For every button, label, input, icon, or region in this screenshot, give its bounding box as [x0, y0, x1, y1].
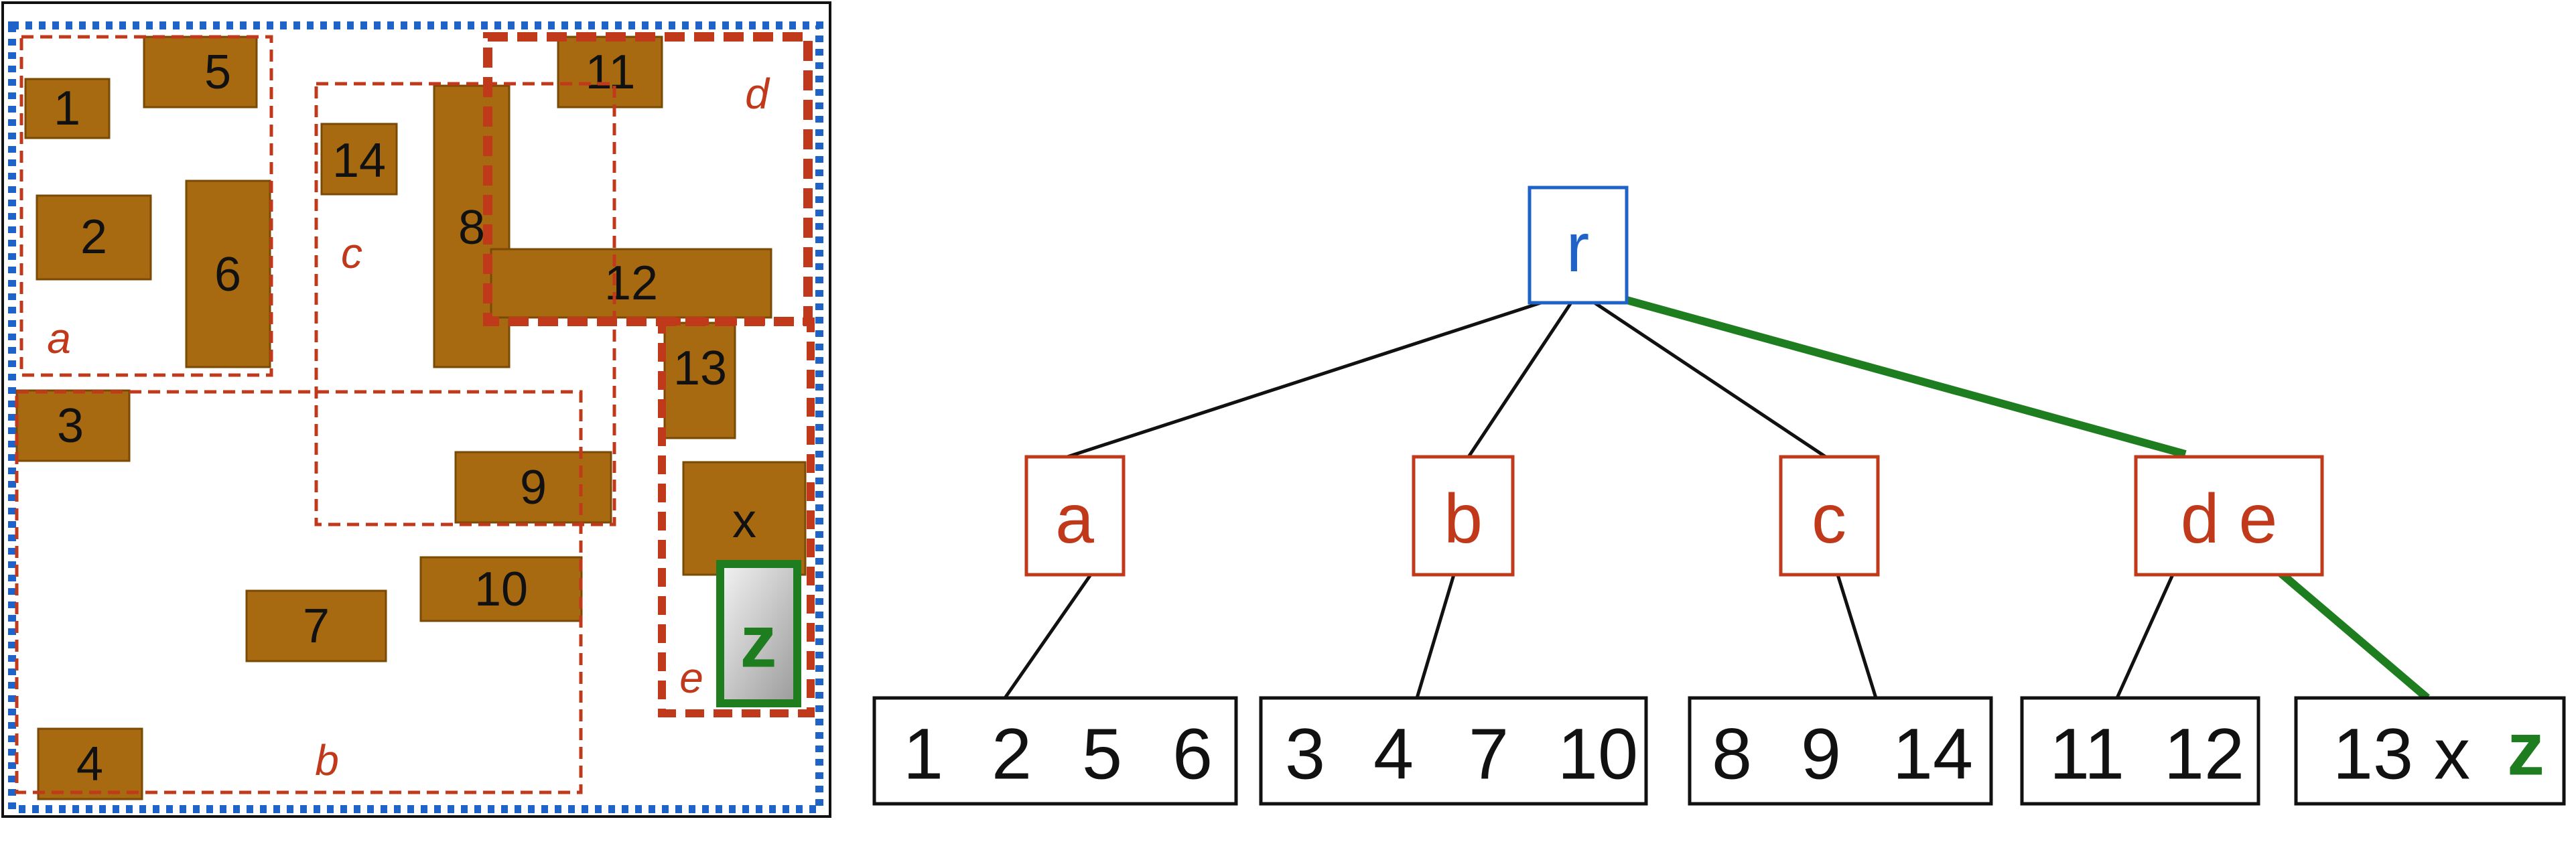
leaf-e: 13 x z	[2294, 696, 2566, 806]
node-a: a	[1024, 455, 1126, 577]
region-label-c: c	[341, 229, 362, 277]
leaf-item: 8	[1712, 713, 1752, 794]
leaf-item: 11	[2049, 713, 2124, 794]
leaf-highlight-z: z	[2507, 707, 2545, 791]
root-mbr	[8, 21, 823, 813]
rect-3: 3	[15, 389, 131, 462]
leaf-item: 5	[1082, 713, 1122, 794]
rect-2: 2	[36, 194, 152, 281]
rect-label: 9	[520, 461, 547, 514]
rect-label: 12	[604, 257, 658, 310]
region-label-a: a	[47, 314, 71, 362]
leaf-item: 13	[2333, 713, 2413, 794]
edge-r-a	[1067, 301, 1542, 459]
rect-label: 8	[458, 201, 485, 255]
rect-label: 5	[204, 46, 231, 99]
leaf-item: 10	[1558, 713, 1638, 794]
rect-14: 14	[320, 123, 398, 196]
region-d	[483, 32, 813, 326]
edge-r-c	[1593, 301, 1827, 459]
root-node: r	[1528, 186, 1629, 305]
rect-label: 2	[80, 210, 107, 264]
node-c-label: c	[1812, 480, 1846, 558]
region-e	[658, 317, 815, 717]
leaf-item: 7	[1469, 713, 1509, 794]
leaf-b: 3 4 7 10	[1259, 696, 1648, 806]
node-de-label: d e	[2181, 480, 2278, 558]
leaf-a: 1 2 5 6	[872, 696, 1238, 806]
leaf-item: 14	[1893, 713, 1973, 794]
rect-label: x	[732, 494, 756, 548]
rect-10: 10	[419, 556, 583, 622]
edge-de-leaf-d	[2115, 573, 2175, 699]
regions: a c b d e	[15, 32, 815, 794]
leaf-item: 12	[2164, 713, 2244, 794]
region-label-d: d	[745, 70, 770, 118]
edge-c-leaf	[1836, 574, 1878, 699]
leaf-nodes: 1 2 5 6 3 4 7 10 8 9 14 11 12	[872, 696, 2566, 806]
rect-x: x	[682, 461, 807, 576]
edge-r-b	[1467, 301, 1573, 458]
rect-label: 4	[76, 737, 103, 791]
rect-label: 13	[673, 342, 727, 395]
edge-r-de	[1625, 296, 2187, 458]
tree-panel: r a b c d e 1	[872, 186, 2566, 806]
tree-edges	[1003, 296, 2430, 701]
leaf-item: 9	[1801, 713, 1841, 794]
rect-label: 11	[586, 46, 636, 99]
leaf-d: 11 12	[2020, 696, 2260, 806]
leaf-item: 3	[1285, 713, 1325, 794]
rect-4: 4	[37, 727, 143, 800]
rect-5: 5	[143, 36, 258, 109]
node-b: b	[1412, 455, 1515, 577]
rect-6: 6	[185, 180, 271, 368]
rect-9: 9	[454, 451, 612, 524]
rect-label: 6	[214, 248, 241, 301]
rect-label: 3	[57, 399, 84, 453]
rect-label: 14	[332, 134, 386, 188]
leaf-item: 4	[1373, 713, 1414, 794]
leaf-c: 8 9 14	[1688, 696, 1993, 806]
rect-12: 12	[490, 248, 772, 319]
region-b	[15, 390, 583, 794]
region-a	[19, 35, 273, 377]
internal-nodes: a b c d e	[1024, 455, 2324, 577]
new-item-label: z	[740, 601, 777, 683]
node-de: d e	[2134, 455, 2324, 577]
region-c	[314, 82, 616, 526]
edge-b-leaf	[1415, 574, 1456, 699]
rect-7: 7	[245, 589, 387, 662]
edge-de-leaf-e	[2275, 567, 2430, 701]
leaf-item: 2	[992, 713, 1032, 794]
rect-1: 1	[24, 78, 111, 139]
region-label-e: e	[679, 654, 703, 702]
spatial-panel: 1 5 2 6 14 8 1	[1, 1, 831, 818]
rect-label: 10	[474, 563, 528, 616]
node-c: c	[1779, 455, 1880, 577]
leaf-item: 1	[903, 713, 943, 794]
new-item-z: z	[716, 560, 801, 707]
node-b-label: b	[1444, 480, 1483, 558]
rect-label: 7	[303, 599, 330, 653]
rect-11: 11	[557, 36, 663, 109]
region-label-b: b	[315, 736, 339, 784]
leaf-item: 6	[1172, 713, 1213, 794]
edge-a-leaf	[1003, 573, 1093, 699]
rect-13: 13	[663, 322, 736, 439]
node-a-label: a	[1055, 480, 1094, 558]
rect-label: 1	[54, 82, 80, 135]
leaf-item: x	[2434, 713, 2470, 794]
root-label: r	[1566, 209, 1590, 287]
